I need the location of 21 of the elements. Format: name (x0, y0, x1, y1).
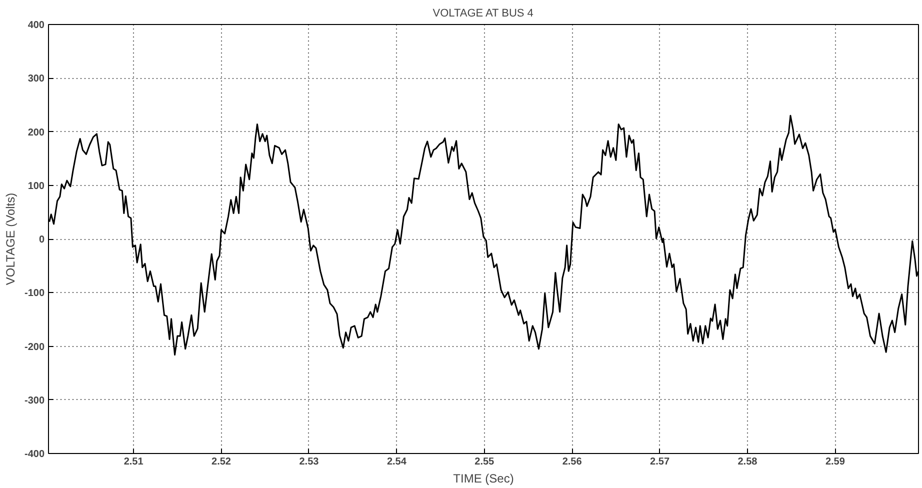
x-tick-label: 2.54 (386, 456, 407, 468)
y-tick-label: 0 (38, 234, 45, 246)
y-tick-label: -100 (24, 288, 45, 300)
y-tick-label: 400 (28, 20, 45, 31)
y-tick-label: 200 (28, 127, 45, 138)
x-tick-label: 2.57 (650, 456, 670, 468)
y-tick-label: -200 (24, 342, 45, 353)
y-tick-label: 300 (28, 74, 45, 85)
x-tick-label: 2.56 (562, 456, 582, 468)
y-tick-label: -300 (24, 395, 45, 406)
x-axis-title: TIME (Sec) (453, 472, 514, 486)
x-tick-label: 2.53 (299, 456, 320, 468)
x-tick-label: 2.55 (474, 456, 495, 468)
x-tick-label: 2.51 (124, 456, 144, 468)
y-tick-label: 100 (28, 180, 45, 192)
x-tick-label: 2.52 (212, 456, 232, 468)
y-axis-title: VOLTAGE (Volts) (3, 192, 18, 286)
x-tick-label: 2.59 (825, 456, 846, 468)
chart-title: VOLTAGE AT BUS 4 (432, 8, 534, 20)
x-tick-label: 2.58 (738, 456, 758, 468)
y-tick-label: -400 (24, 449, 45, 460)
